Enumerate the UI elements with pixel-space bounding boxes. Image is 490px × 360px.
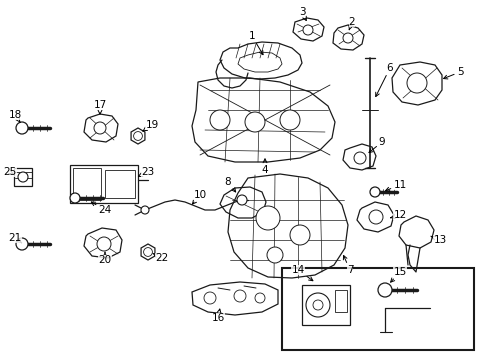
Text: 12: 12: [391, 210, 407, 220]
Text: 1: 1: [249, 31, 263, 55]
Circle shape: [237, 195, 247, 205]
Text: 16: 16: [211, 309, 224, 323]
Text: 23: 23: [138, 167, 155, 177]
Bar: [73, 168, 101, 200]
Circle shape: [280, 110, 300, 130]
Bar: [14, 168, 32, 186]
Text: 11: 11: [386, 180, 407, 191]
Text: 25: 25: [3, 167, 17, 177]
Circle shape: [94, 122, 106, 134]
Circle shape: [70, 193, 80, 203]
Circle shape: [245, 112, 265, 132]
Circle shape: [256, 206, 280, 230]
Text: 13: 13: [431, 235, 446, 245]
Circle shape: [134, 132, 143, 140]
Text: 17: 17: [94, 100, 107, 114]
Circle shape: [290, 225, 310, 245]
Text: 22: 22: [153, 253, 169, 263]
Text: 20: 20: [98, 252, 112, 265]
Bar: [105, 170, 135, 198]
Text: 18: 18: [8, 110, 22, 122]
Text: 2: 2: [349, 17, 355, 30]
Circle shape: [97, 237, 111, 251]
Circle shape: [144, 248, 152, 256]
Circle shape: [370, 187, 380, 197]
Text: 9: 9: [369, 137, 385, 153]
Text: 3: 3: [299, 7, 306, 21]
Circle shape: [267, 247, 283, 263]
Circle shape: [16, 238, 28, 250]
Text: 5: 5: [443, 67, 464, 79]
Circle shape: [306, 293, 330, 317]
Circle shape: [16, 122, 28, 134]
Text: 7: 7: [343, 256, 353, 275]
Circle shape: [255, 293, 265, 303]
Text: 8: 8: [225, 177, 236, 192]
Text: 21: 21: [8, 233, 22, 243]
Text: 14: 14: [292, 265, 313, 281]
Circle shape: [378, 283, 392, 297]
Text: 4: 4: [262, 159, 269, 175]
Circle shape: [407, 73, 427, 93]
Circle shape: [210, 110, 230, 130]
Text: 15: 15: [391, 267, 407, 282]
Circle shape: [234, 290, 246, 302]
Circle shape: [343, 33, 353, 43]
Circle shape: [18, 172, 28, 182]
Text: 24: 24: [91, 202, 112, 215]
Circle shape: [369, 210, 383, 224]
Circle shape: [313, 300, 323, 310]
Circle shape: [303, 25, 313, 35]
Text: 10: 10: [193, 190, 207, 204]
Bar: [335, 290, 347, 312]
Text: 6: 6: [376, 63, 393, 96]
Text: 19: 19: [143, 120, 159, 131]
Circle shape: [204, 292, 216, 304]
Circle shape: [141, 206, 149, 214]
Circle shape: [354, 152, 366, 164]
Bar: [70, 165, 138, 203]
Bar: [302, 285, 350, 325]
Bar: [282, 268, 474, 350]
